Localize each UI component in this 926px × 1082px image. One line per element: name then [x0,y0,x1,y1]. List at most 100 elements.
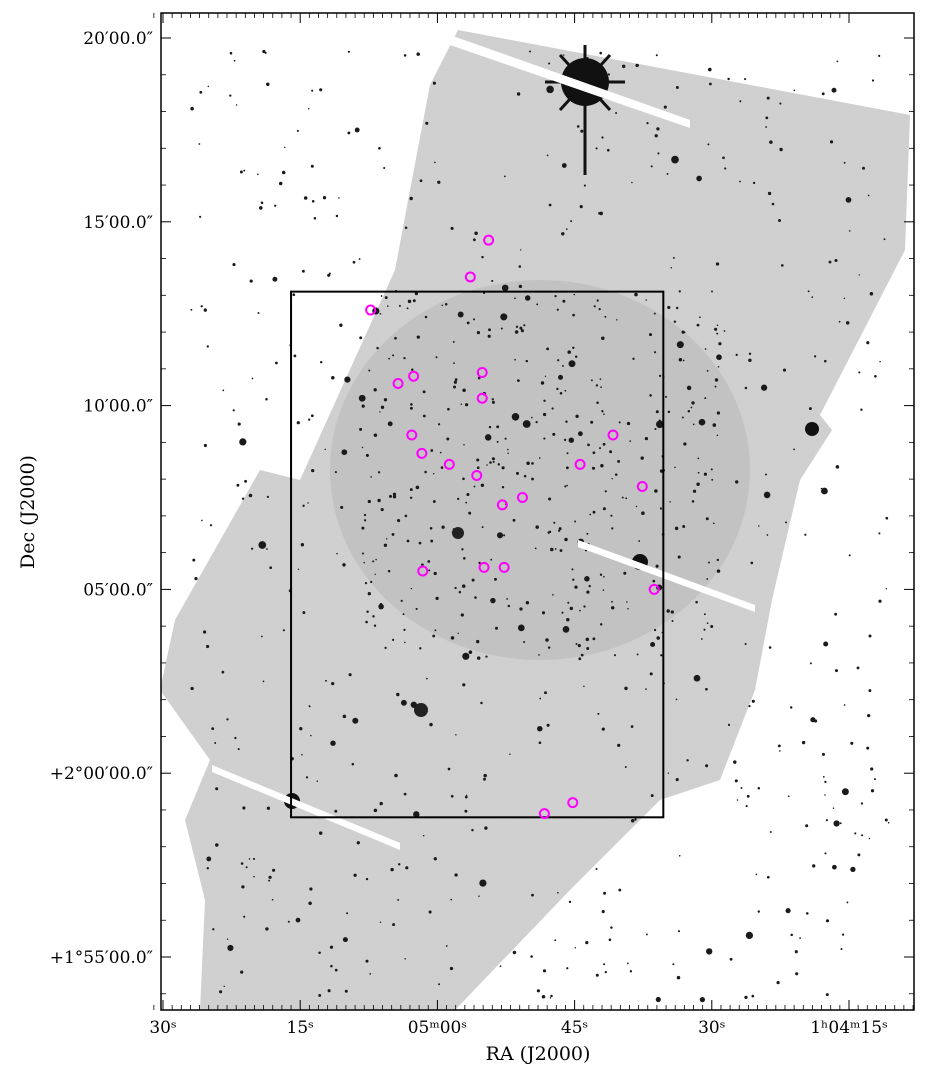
field-star [318,951,321,955]
field-star [623,571,627,575]
field-star [383,543,388,547]
field-star [821,92,825,96]
field-star [627,607,629,610]
field-star [686,385,692,391]
field-star [599,573,603,576]
field-star [577,431,583,437]
field-star [474,596,477,599]
field-star [698,418,706,426]
field-star [556,308,559,311]
field-star [557,891,559,894]
field-star [595,147,598,150]
field-star [397,519,401,523]
field-star [334,809,338,813]
field-star [392,354,395,357]
field-star [396,692,400,697]
field-star [553,521,556,524]
field-star [558,529,561,532]
field-star [655,410,659,414]
field-star [699,996,706,1003]
field-star [240,970,244,974]
field-star [546,723,550,727]
field-star [552,432,556,436]
field-star [479,879,487,887]
field-star [595,384,599,387]
field-star [585,941,589,945]
field-star [575,643,578,645]
field-star [403,54,407,57]
field-star [539,697,542,700]
field-star [870,767,874,771]
field-star [342,714,347,719]
field-star [868,634,872,638]
field-star [883,238,886,241]
field-star [525,359,529,363]
field-star [621,496,624,499]
target-marker [607,429,619,441]
field-star [416,335,420,339]
field-star [771,202,775,206]
field-star [221,670,225,674]
field-star [363,519,367,522]
field-star [410,403,413,406]
field-star [472,238,476,242]
field-star [342,563,346,567]
field-star [384,646,387,650]
x-axis-title: RA (J2000) [486,1043,591,1065]
field-star [308,705,310,707]
field-star [669,501,671,503]
field-star [868,689,872,693]
field-star [476,656,481,660]
field-star [460,613,464,617]
field-star [403,792,407,796]
field-star [331,681,335,686]
field-star [367,499,371,504]
field-star [485,655,488,658]
y-tick-label: +2°00′00.0″ [50,764,153,784]
field-star [517,379,520,382]
field-star [354,127,360,133]
x-tick-label: 30ˢ [698,1018,725,1038]
field-star [311,468,315,473]
field-star [776,980,780,985]
field-star [630,819,635,823]
field-star [603,963,606,966]
field-star [450,636,455,640]
x-tick-label: 15ˢ [287,1018,314,1038]
field-star [514,297,516,300]
field-star [561,163,567,168]
field-star [723,330,726,332]
target-marker [365,304,377,316]
field-star [206,867,209,870]
field-star [557,359,560,362]
field-star [733,760,737,764]
field-star [215,843,219,847]
field-star [550,547,554,552]
field-star [415,485,420,490]
field-star [574,355,578,358]
field-star [380,508,384,512]
field-star [838,320,841,323]
field-star [206,856,212,862]
field-star [820,487,823,490]
field-star [227,944,234,951]
field-star [229,94,232,97]
field-star [722,156,725,160]
field-star [658,374,662,378]
field-star [200,305,203,308]
field-star [465,403,469,407]
field-star [603,891,607,895]
field-star [645,299,647,301]
field-star [758,525,760,527]
field-star [190,686,194,691]
field-star [646,121,649,125]
field-star [457,497,460,501]
field-star [416,52,420,56]
field-star [481,255,484,259]
y-axis-title: Dec (J2000) [17,455,39,569]
field-star [338,197,340,199]
field-star [712,522,715,525]
field-star [744,78,747,81]
field-star [879,360,881,363]
field-star [427,560,431,563]
